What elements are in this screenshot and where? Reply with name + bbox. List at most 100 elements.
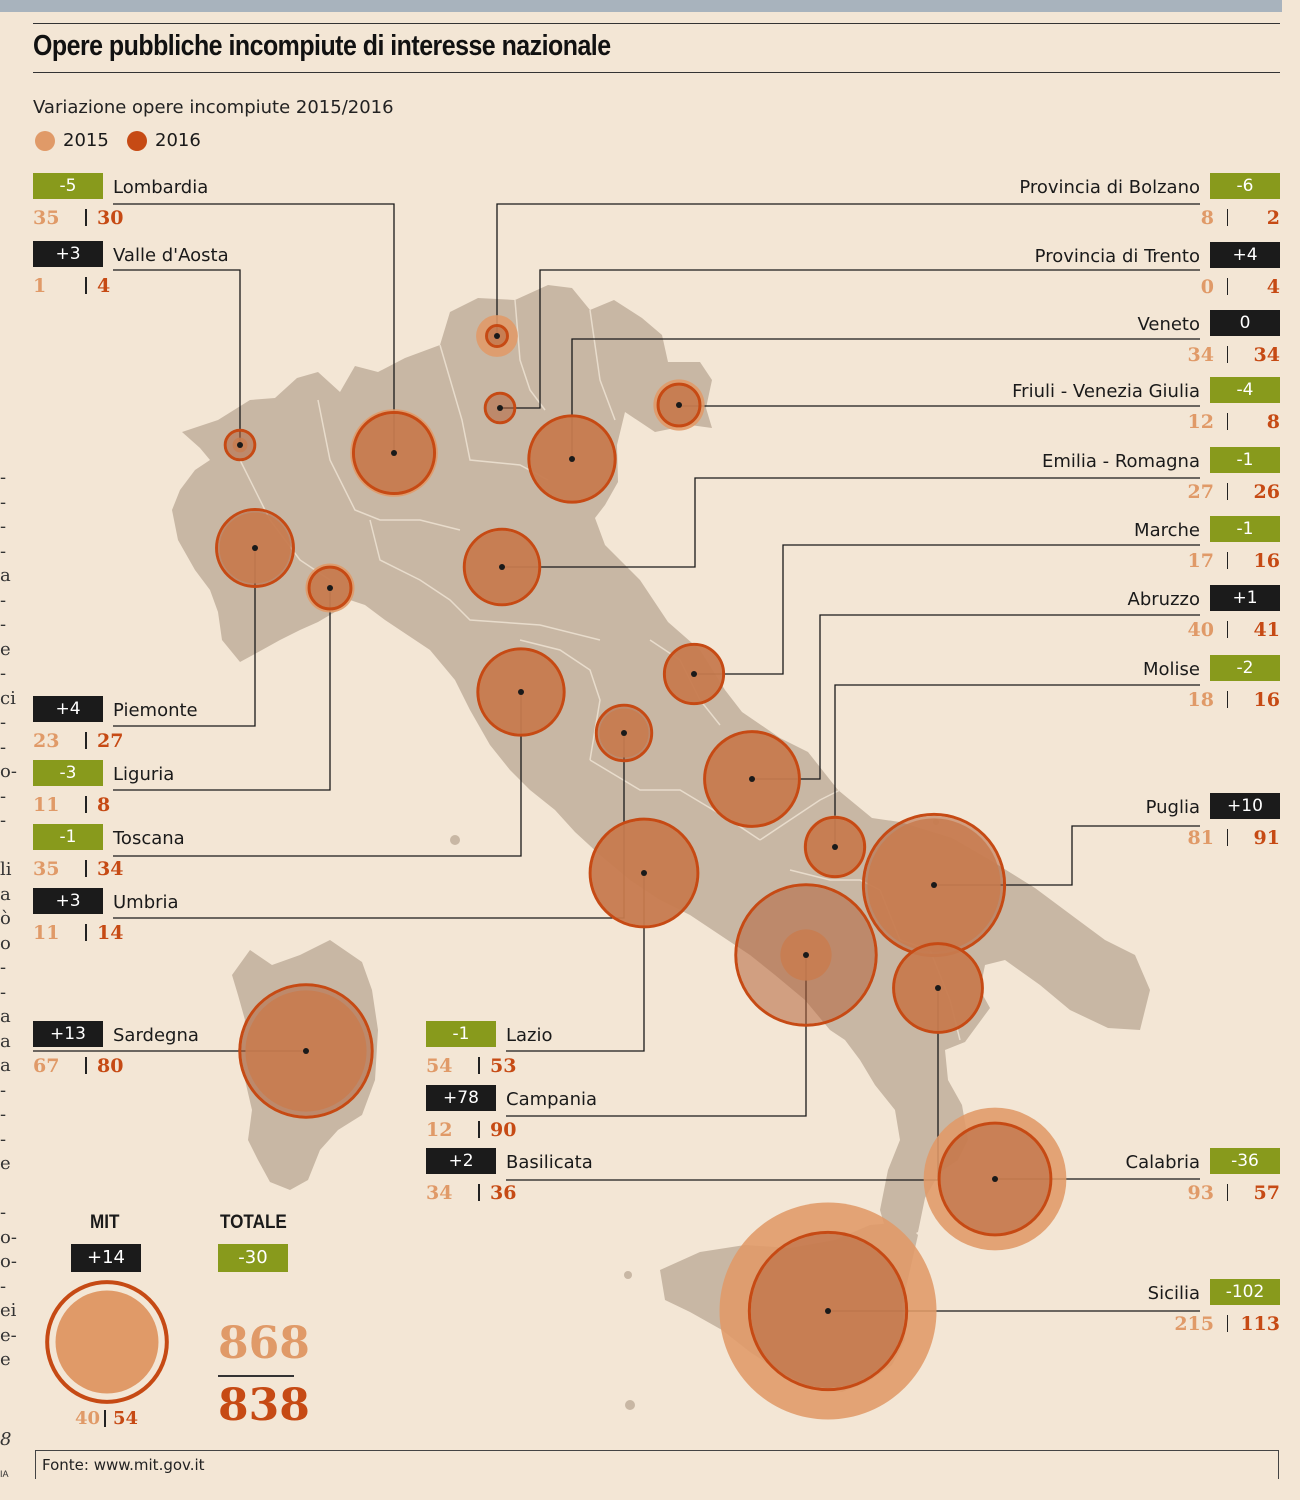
change-badge: +4 [1210,242,1280,268]
marche-leader-line [694,544,1200,675]
region-label-abruzzo: +1 Abruzzo 40 41 [860,585,1280,645]
value-2015: 81 [1187,827,1214,849]
change-badge: -1 [33,824,103,850]
value-2015: 11 [33,922,60,944]
island-elba [450,835,460,845]
region-name: Abruzzo [1127,589,1200,610]
value-2016: 91 [1253,827,1280,849]
value-separator [1226,1315,1228,1332]
region-name: Veneto [1137,314,1200,335]
value-separator [85,732,87,749]
value-2015: 35 [33,207,60,229]
emilia-romagna-bubble-2016 [462,527,542,607]
change-badge: -3 [33,760,103,786]
value-separator [478,1057,480,1074]
value-2015: 11 [33,794,60,816]
change-badge: -102 [1210,1279,1280,1305]
value-2015: 27 [1187,481,1214,503]
region-label-provincia-di-trento: +4 Provincia di Trento 0 4 [860,242,1280,302]
value-2016: 14 [97,922,124,944]
value-2015: 34 [1187,344,1214,366]
adjacent-column-line: o [0,932,11,954]
adjacent-column-line: - [0,1128,7,1150]
adjacent-column-line: - [0,981,7,1003]
value-2016: 53 [490,1055,517,1077]
toscana-center-dot [518,689,524,695]
total-value-2016: 838 [218,1380,310,1431]
adjacent-column-line: - [0,467,7,488]
value-2016: 2 [1266,207,1280,229]
value-separator [1226,621,1228,638]
island-egadi [624,1271,632,1279]
value-2016: 30 [97,207,124,229]
marche-bubble-2016 [662,642,726,706]
value-2016: 16 [1253,550,1280,572]
value-separator [1226,1184,1228,1201]
adjacent-column-line: a [0,565,11,586]
adjacent-column-line: - [0,540,7,562]
mit-value-2015: 40 [75,1408,101,1429]
value-2016: 34 [97,858,124,880]
source-credit: Fonte: www.mit.gov.it [42,1456,205,1474]
molise-bubble-2016 [803,815,867,879]
region-label-veneto: 0 Veneto 34 34 [860,310,1280,370]
basilicata-bubble-2016 [892,942,984,1034]
lazio-center-dot [641,870,647,876]
top-rule [33,23,1280,24]
mit-value-2016: 54 [113,1408,139,1429]
island-pantelleria [625,1400,635,1410]
region-name: Provincia di Trento [1034,246,1200,267]
campania-center-dot [803,952,809,958]
toscana-leader-line [113,692,522,857]
puglia-center-dot [931,882,937,888]
legend-2015: 2015 [35,130,109,151]
value-separator [1226,278,1228,295]
adjacent-column-line: ò [0,908,11,929]
adjacent-column-line: - [0,1104,7,1125]
provincia-di-bolzano-leader-line [496,203,1200,336]
value-2015: 54 [426,1055,453,1077]
value-2016: 8 [1266,411,1280,433]
abruzzo-center-dot [749,776,755,782]
value-2015: 34 [426,1182,453,1204]
toscana-bubble-2016 [476,647,566,737]
value-2015: 12 [426,1119,453,1141]
liguria-bubble-2016 [307,565,353,611]
value-separator [85,1057,87,1074]
veneto-bubble-2016 [527,414,617,504]
mit-bubble-2015 [55,1290,159,1394]
mit-bubble-2016 [45,1280,169,1404]
adjacent-column-line: - [0,957,7,978]
mit-value-separator [104,1410,106,1427]
adjacent-column-line: - [0,491,7,513]
region-name: Toscana [113,828,185,849]
adjacent-column-line: a [0,1006,11,1027]
provincia-di-trento-bubble-2016 [483,391,517,425]
veneto-center-dot [569,456,575,462]
region-label-piemonte: +4 Piemonte 23 27 [33,696,453,756]
provincia-di-bolzano-center-dot [494,333,500,339]
adjacent-column-line: - [0,810,7,831]
region-name: Umbria [113,892,179,913]
value-2015: 0 [1200,276,1214,298]
region-label-lazio: -1 Lazio 54 53 [426,1021,846,1081]
emilia-romagna-leader-line [502,477,1200,568]
value-2015: 67 [33,1055,60,1077]
lazio-bubble-2016 [588,817,700,929]
value-2015: 40 [1187,619,1214,641]
lombardia-bubble-2016 [351,410,437,496]
total-value-2015: 868 [218,1318,310,1369]
change-badge: +78 [426,1085,496,1111]
region-name: Provincia di Bolzano [1019,177,1200,198]
value-2015: 8 [1200,207,1214,229]
adjacent-column-line: o- [0,1251,17,1272]
friuli-venezia-giulia-center-dot [676,402,682,408]
valle-d-aosta-leader-line [113,269,241,445]
umbria-center-dot [621,730,627,736]
value-separator [478,1121,480,1138]
region-name: Puglia [1145,797,1200,818]
adjacent-column-line: o- [0,761,17,782]
total-rule [218,1375,294,1377]
emilia-romagna-center-dot [499,564,505,570]
value-2016: 113 [1240,1313,1280,1335]
